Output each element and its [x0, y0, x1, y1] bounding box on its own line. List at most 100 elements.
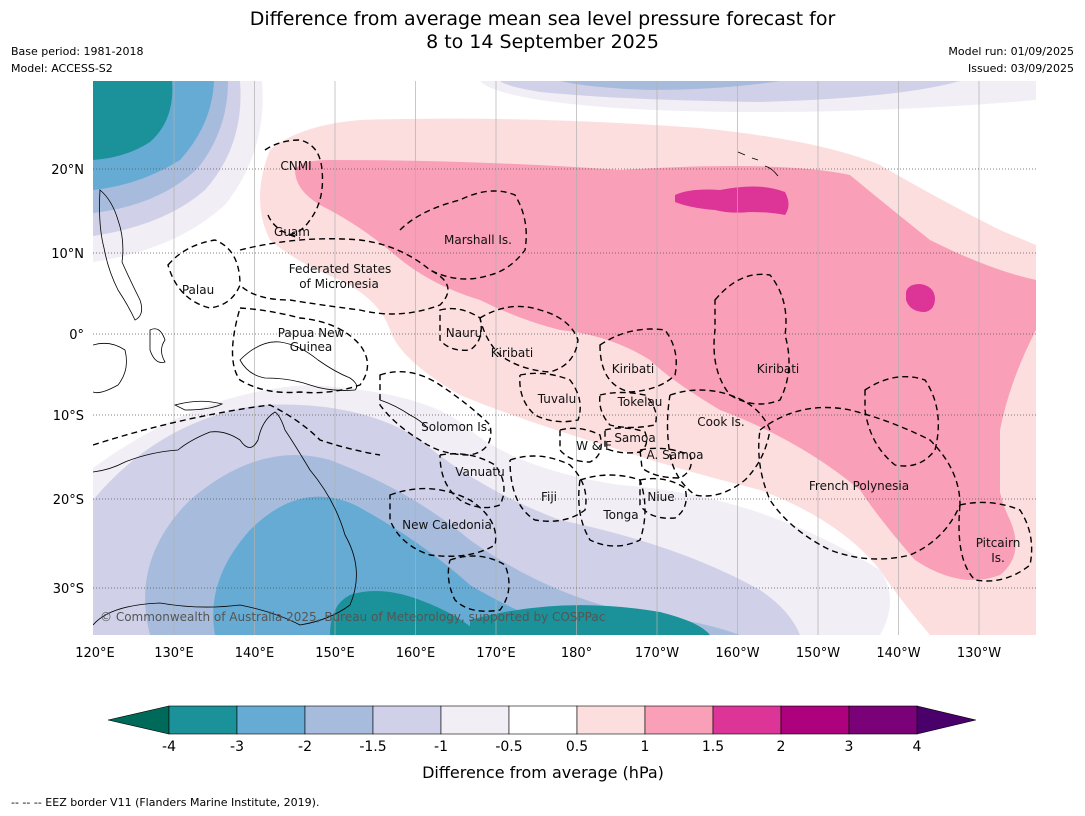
colorbar-cell	[236, 705, 306, 735]
eez-vanuatu	[439, 453, 505, 509]
anomaly-south-teal-east	[470, 605, 710, 635]
label-tuvalu: Tuvalu	[537, 392, 577, 406]
label-tokelau: Tokelau	[617, 395, 663, 409]
label-guam: Guam	[274, 225, 310, 239]
eez-australia-ne	[93, 404, 381, 456]
label-pitcairn-line2: Is.	[991, 551, 1005, 565]
eez-french-polynesia-east	[864, 375, 940, 467]
base-period: Base period: 1981-2018	[11, 45, 144, 58]
anomaly-band-north-blue	[560, 81, 780, 90]
issued-date: Issued: 03/09/2025	[967, 62, 1074, 75]
colorbar-tick-label: -1	[434, 739, 448, 755]
anomaly-south-teal	[330, 591, 480, 635]
model-name: Model: ACCESS-S2	[11, 62, 113, 75]
eez-nauru	[439, 307, 482, 351]
label-niue: Niue	[647, 490, 674, 504]
lon-label: 130°E	[154, 646, 194, 661]
lat-label: 20°S	[53, 493, 84, 508]
label-french-polynesia: French Polynesia	[809, 479, 909, 493]
anomaly-pos-pink-east	[654, 300, 1000, 560]
lat-label: 20°N	[51, 163, 84, 178]
label-png-line2: Guinea	[290, 340, 333, 354]
eez-niue	[639, 477, 687, 519]
lon-label: 180°	[561, 646, 592, 661]
lat-label: 0°	[69, 328, 84, 343]
label-solomon: Solomon Is.	[421, 420, 491, 434]
colorbar-tick-label: -3	[230, 739, 244, 755]
eez-png	[231, 307, 369, 394]
label-fsm-line1: Federated States	[289, 262, 391, 276]
eez-cook	[666, 389, 771, 497]
lon-label: 140°W	[876, 646, 920, 661]
longitude-labels: 120°E 130°E 140°E 150°E 160°E 170°E 180°…	[75, 646, 1001, 661]
label-pitcairn-line1: Pitcairn	[976, 536, 1021, 550]
coast-hawaii	[737, 151, 779, 177]
colorbar-tick-label: 1	[641, 739, 650, 755]
label-kiribati-west: Kiribati	[491, 346, 533, 360]
eez-cnmi	[264, 139, 324, 236]
lon-label: 160°E	[396, 646, 436, 661]
colorbar-title: Difference from average (hPa)	[422, 763, 664, 782]
colorbar-cell	[440, 705, 510, 735]
coastlines	[93, 151, 779, 626]
lat-label: 10°S	[53, 409, 84, 424]
eez-footnote: -- -- -- EEZ border V11 (Flanders Marine…	[11, 796, 320, 809]
label-vanuatu: Vanuatu	[455, 465, 505, 479]
label-marshall: Marshall Is.	[444, 233, 512, 247]
lon-label: 170°E	[476, 646, 516, 661]
coast-borneo	[93, 342, 127, 394]
map-panel: © Commonwealth of Australia 2025, Bureau…	[93, 81, 1036, 635]
eez-solomon	[379, 370, 492, 456]
label-new-caledonia: New Caledonia	[402, 518, 492, 532]
colorbar-tick-label: 4	[913, 739, 922, 755]
label-wf: W & F	[576, 439, 612, 453]
anomaly-pos-magenta-east	[906, 284, 935, 312]
anomaly-nw-teal	[93, 81, 173, 160]
colorbar-ticks: -4 -3 -2 -1.5 -1 -0.5 0.5 1 1.5 2 3 4	[162, 739, 922, 755]
coast-sulawesi	[149, 328, 166, 363]
eez-palau	[167, 239, 241, 309]
anomaly-pos-magenta-north	[675, 186, 789, 215]
colorbar-tick-label: 2	[777, 739, 786, 755]
label-fsm-line2: of Micronesia	[299, 277, 379, 291]
colorbar-cell	[576, 705, 646, 735]
eez-norfolk	[447, 555, 510, 612]
colorbar-cell	[372, 705, 442, 735]
colorbar-cell	[644, 705, 714, 735]
label-fiji: Fiji	[541, 490, 557, 504]
title-line-1: Difference from average mean sea level p…	[249, 8, 836, 30]
coast-timor	[173, 400, 224, 411]
lat-label: 30°S	[53, 582, 84, 597]
latitude-labels: 20°N 10°N 0° 10°S 20°S 30°S	[51, 163, 84, 597]
model-run: Model run: 01/09/2025	[948, 45, 1074, 58]
colorbar-tick-label: 1.5	[702, 739, 724, 755]
colorbar-tick-label: -0.5	[495, 739, 522, 755]
map-title: Difference from average mean sea level p…	[0, 8, 1085, 54]
colorbar: -4 -3 -2 -1.5 -1 -0.5 0.5 1 1.5 2 3 4 Difference fr…	[107, 705, 977, 782]
eez-micronesia	[239, 238, 449, 315]
lon-label: 120°E	[75, 646, 115, 661]
label-cook: Cook Is.	[697, 415, 744, 429]
lon-label: 150°W	[796, 646, 840, 661]
anomaly-pos-pink	[295, 160, 1036, 580]
eez-fiji	[509, 455, 587, 522]
lon-label: 130°W	[957, 646, 1001, 661]
eez-marshall	[399, 190, 527, 280]
label-tonga: Tonga	[602, 508, 638, 522]
coast-new-guinea	[239, 341, 358, 391]
colorbar-extend-high	[916, 705, 977, 735]
coast-solomon	[379, 399, 429, 429]
eez-kiribati-phoenix	[599, 328, 677, 393]
colorbar-tick-label: 3	[845, 739, 854, 755]
eez-pitcairn	[958, 501, 1033, 582]
coast-australia	[93, 411, 357, 626]
latitude-gridlines	[93, 168, 1036, 589]
lon-label: 170°W	[635, 646, 679, 661]
eez-borders	[93, 139, 1033, 612]
colorbar-cells	[168, 705, 918, 735]
meta-right: Model run: 01/09/2025 Issued: 03/09/2025	[948, 43, 1074, 77]
colorbar-tick-label: -4	[162, 739, 176, 755]
label-palau: Palau	[182, 283, 214, 297]
title-line-2: 8 to 14 September 2025	[426, 31, 659, 53]
